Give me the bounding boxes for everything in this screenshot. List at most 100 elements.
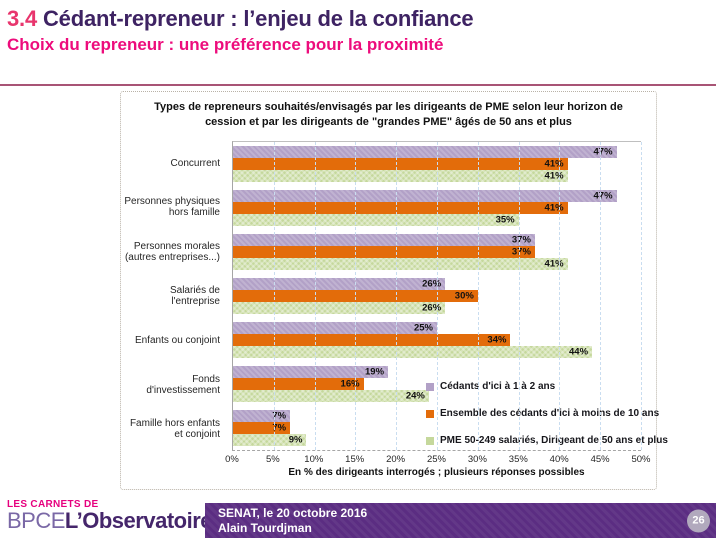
gridline — [641, 142, 642, 450]
bar-value-label: 47% — [593, 146, 613, 158]
gridline — [355, 142, 357, 450]
x-tick-label: 35% — [508, 454, 528, 465]
x-tick-label: 5% — [266, 454, 280, 465]
category-label: Famille hors enfants et conjoint — [129, 417, 220, 440]
bar: 44% — [233, 346, 593, 358]
page-title: 3.4 Cédant-repreneur : l’enjeu de la conf… — [7, 6, 709, 32]
gridline — [477, 142, 479, 450]
bpce-observatoire-logo: LES CARNETS DE BPCEL’Observatoire — [7, 499, 213, 533]
title-text: Cédant-repreneur : l’enjeu de la confian… — [42, 6, 474, 31]
bar-value-label: 30% — [454, 290, 474, 302]
legend-label: Ensemble des cédants d'ici à moins de 10… — [440, 408, 660, 419]
bar: 37% — [233, 246, 535, 258]
x-tick-label: 30% — [467, 454, 487, 465]
bar-value-label: 41% — [544, 158, 564, 170]
plot-area: 47% 41% 41% 47% 41% 35% 37% 37% 41% 26% 30% 26% 25% 3… — [232, 141, 668, 451]
bar-value-label: 47% — [593, 190, 613, 202]
category-label: Enfants ou conjoint — [134, 334, 220, 346]
bar: 34% — [233, 334, 511, 346]
bar: 37% — [233, 234, 535, 246]
footer-text: SENAT, le 20 octobre 2016 Alain Tourdjma… — [218, 506, 367, 536]
footer-bar: SENAT, le 20 octobre 2016 Alain Tourdjma… — [205, 503, 716, 538]
bar-value-label: 26% — [422, 278, 442, 290]
bar: 24% — [233, 390, 429, 402]
x-axis: 0% 5% 10% 15% 20% 25% 30% 35% 40% 45% 50% — [225, 454, 650, 466]
x-tick-label: 45% — [590, 454, 610, 465]
bar-value-label: 16% — [340, 378, 360, 390]
legend-item: Cédants d'ici à 1 à 2 ans — [426, 381, 668, 392]
bar-value-label: 24% — [405, 390, 425, 402]
bar-value-label: 7% — [272, 422, 287, 434]
category-label: Personnes morales (autres entreprises...… — [124, 240, 220, 263]
bar-group: 7% 7% 9% — [233, 406, 641, 450]
bar-value-label: 26% — [422, 302, 442, 314]
x-tick-label: 0% — [225, 454, 239, 465]
category-axis: Concurrent Personnes physiques hors famil… — [121, 141, 227, 451]
gridline — [314, 142, 316, 450]
bar: 41% — [233, 158, 568, 170]
gridline — [396, 142, 398, 450]
gridline — [273, 142, 275, 450]
x-tick-label: 15% — [345, 454, 365, 465]
bar-group: 25% 34% 44% — [233, 318, 641, 362]
legend-swatch-icon — [426, 382, 434, 391]
bar: 9% — [233, 434, 307, 446]
bar-value-label: 9% — [288, 434, 303, 446]
footer-event: SENAT, le 20 octobre 2016 — [218, 505, 368, 520]
page-subtitle: Choix du repreneur : une préférence pour… — [7, 35, 444, 54]
legend-label: PME 50-249 salariés, Dirigeant de 50 ans… — [440, 435, 668, 446]
bar-group: 26% 30% 26% — [233, 274, 641, 318]
bar-group: 47% 41% 35% — [233, 186, 641, 230]
bar-value-label: 41% — [544, 202, 564, 214]
bar-rows: 47% 41% 41% 47% 41% 35% 37% 37% 41% 26% 30% 26% 25% 3… — [233, 142, 641, 450]
bar: 41% — [233, 170, 568, 182]
bar-group: 19% 16% 24% — [233, 362, 641, 406]
logo-observatoire: L’Observatoire — [64, 508, 213, 533]
bar-value-label: 7% — [272, 410, 287, 422]
x-tick-label: 20% — [386, 454, 406, 465]
bar: 26% — [233, 302, 446, 314]
x-tick-label: 50% — [631, 454, 651, 465]
bar-value-label: 41% — [544, 170, 564, 182]
category-label: Concurrent — [170, 157, 220, 169]
bar-value-label: 34% — [487, 334, 507, 346]
logo-carnets-text: LES CARNETS DE — [7, 499, 99, 510]
header-divider — [0, 84, 716, 86]
bar-value-label: 35% — [495, 214, 515, 226]
legend-item: Ensemble des cédants d'ici à moins de 10… — [426, 408, 668, 419]
bar: 25% — [233, 322, 437, 334]
bar-value-label: 37% — [511, 234, 531, 246]
bar-value-label: 44% — [569, 346, 589, 358]
bar: 7% — [233, 410, 291, 422]
bar: 7% — [233, 422, 291, 434]
legend-swatch-icon — [426, 409, 434, 418]
bar: 47% — [233, 146, 617, 158]
bar-value-label: 25% — [413, 322, 433, 334]
bar-value-label: 19% — [365, 366, 385, 378]
bar-group: 37% 37% 41% — [233, 230, 641, 274]
bar: 26% — [233, 278, 446, 290]
section-number: 3.4 — [7, 6, 37, 31]
page-number-badge: 26 — [687, 509, 710, 532]
logo-main-text: BPCEL’Observatoire — [7, 508, 213, 533]
category-label: Fonds d'investissement — [146, 373, 220, 396]
bar: 19% — [233, 366, 389, 378]
gridline — [437, 142, 438, 450]
legend-swatch-icon — [426, 436, 434, 445]
chart-title: Types de repreneurs souhaités/envisagés … — [154, 101, 623, 129]
bar: 41% — [233, 258, 568, 270]
bar: 16% — [233, 378, 364, 390]
footer-author: Alain Tourdjman — [218, 520, 312, 535]
logo-bpce: BPCE — [7, 508, 65, 533]
legend-label: Cédants d'ici à 1 à 2 ans — [440, 381, 556, 392]
gridline — [518, 142, 520, 450]
x-tick-label: 10% — [304, 454, 324, 465]
bar-value-label: 37% — [511, 246, 531, 258]
bar-group: 47% 41% 41% — [233, 142, 641, 186]
bar: 47% — [233, 190, 617, 202]
bar: 35% — [233, 214, 519, 226]
bar-value-label: 41% — [544, 258, 564, 270]
gridline — [559, 142, 561, 450]
x-tick-label: 40% — [549, 454, 569, 465]
